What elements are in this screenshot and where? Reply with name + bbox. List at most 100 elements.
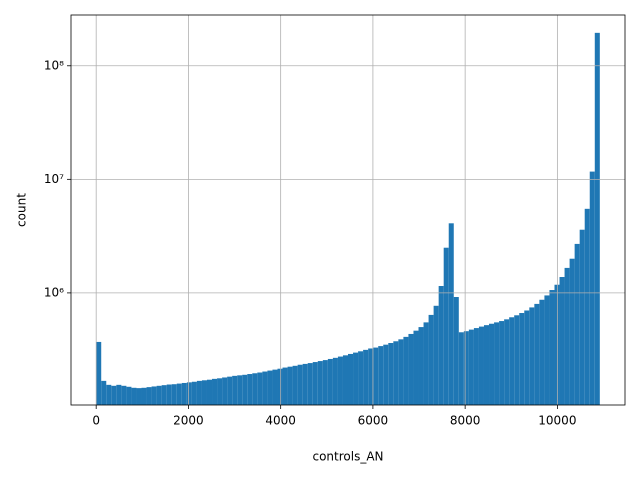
bar	[277, 368, 283, 405]
bar	[247, 374, 253, 405]
bar	[584, 208, 590, 405]
bar	[206, 379, 213, 405]
bar	[242, 374, 248, 405]
bar	[514, 315, 520, 405]
bar	[463, 331, 469, 405]
bar	[121, 385, 127, 405]
bar	[222, 377, 228, 405]
bar	[342, 355, 348, 405]
bar	[166, 384, 172, 405]
bar	[186, 382, 192, 405]
y-axis-label: count	[15, 193, 29, 227]
bar	[383, 344, 389, 405]
bar	[146, 387, 152, 405]
bar	[594, 32, 600, 406]
y-tick-label: 10⁷	[44, 172, 64, 186]
bar	[201, 380, 207, 405]
bar	[327, 358, 333, 405]
bar	[307, 363, 313, 405]
x-tick-label: 4000	[265, 414, 296, 428]
bar	[368, 348, 374, 405]
bar	[388, 343, 394, 405]
bar	[443, 247, 449, 405]
bar	[458, 332, 464, 405]
bar	[287, 366, 293, 405]
bar	[423, 322, 429, 405]
bar	[317, 361, 323, 405]
bar	[322, 360, 328, 405]
bar	[494, 322, 500, 405]
bar	[292, 365, 298, 405]
bar	[393, 341, 399, 405]
bar	[161, 385, 167, 405]
bar	[116, 384, 122, 405]
bar	[478, 326, 484, 405]
bar	[262, 371, 268, 405]
bar	[569, 258, 575, 405]
bar	[529, 307, 535, 405]
bar	[499, 321, 505, 405]
bar	[227, 376, 233, 405]
x-tick-label: 8000	[450, 414, 481, 428]
bar	[237, 375, 243, 405]
bar	[176, 383, 182, 405]
bar	[332, 357, 338, 405]
y-tick-label: 10⁶	[44, 285, 64, 299]
bar	[232, 375, 238, 405]
bar	[353, 352, 359, 405]
bar	[337, 356, 343, 405]
x-tick-label: 6000	[358, 414, 389, 428]
bar	[358, 351, 364, 405]
bar	[111, 385, 117, 405]
bar	[126, 386, 132, 405]
bar	[403, 336, 409, 405]
bar	[428, 314, 434, 405]
bar	[151, 386, 157, 405]
x-axis-label: controls_AN	[312, 450, 383, 464]
bar	[101, 380, 107, 405]
bar	[363, 349, 369, 405]
bar	[302, 363, 308, 405]
bar	[297, 364, 303, 405]
bar	[131, 387, 137, 405]
bar	[544, 295, 550, 405]
bar	[504, 319, 510, 405]
bar	[398, 339, 404, 405]
bar	[252, 373, 258, 405]
bar	[483, 325, 490, 405]
bar	[156, 385, 162, 405]
bar	[106, 384, 112, 405]
bar	[378, 346, 384, 405]
plot-frame	[70, 14, 626, 406]
bar	[348, 353, 354, 405]
bar	[181, 382, 187, 405]
bar	[191, 381, 197, 405]
bar	[559, 277, 565, 405]
bar	[448, 223, 454, 405]
bar	[473, 328, 479, 405]
bar	[136, 388, 142, 405]
bar	[519, 313, 525, 405]
x-tick-label: 10000	[538, 414, 576, 428]
bar	[438, 286, 444, 405]
bar	[373, 347, 379, 405]
bar	[408, 333, 414, 405]
bar	[257, 372, 263, 405]
bar	[589, 171, 595, 405]
bar	[453, 297, 459, 405]
bar	[549, 290, 555, 405]
bar	[96, 341, 102, 405]
bar	[489, 323, 495, 405]
bar	[272, 369, 278, 405]
bar	[196, 380, 202, 405]
bar	[524, 310, 530, 405]
bar	[212, 378, 218, 405]
bar	[267, 370, 273, 405]
bar	[468, 329, 474, 405]
bar	[141, 387, 147, 405]
bar	[433, 305, 439, 405]
x-tick-label: 2000	[173, 414, 204, 428]
bar	[171, 384, 177, 405]
bar	[564, 267, 570, 405]
